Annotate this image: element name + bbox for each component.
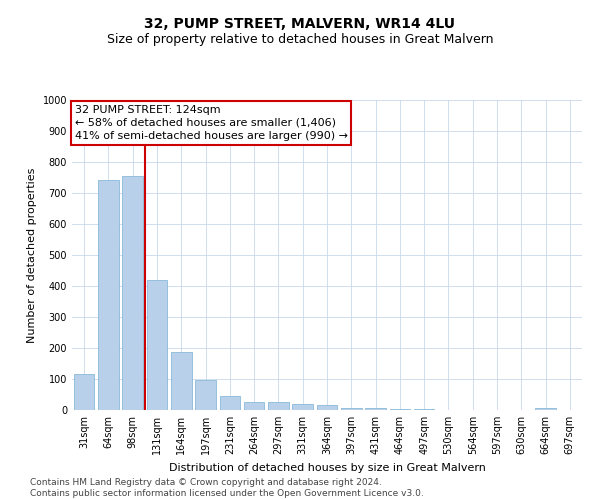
Bar — [244, 402, 265, 410]
Bar — [292, 404, 313, 410]
Bar — [195, 380, 216, 410]
Bar — [365, 408, 386, 410]
X-axis label: Distribution of detached houses by size in Great Malvern: Distribution of detached houses by size … — [169, 462, 485, 472]
Bar — [171, 352, 191, 410]
Y-axis label: Number of detached properties: Number of detached properties — [27, 168, 37, 342]
Bar — [317, 406, 337, 410]
Bar — [146, 280, 167, 410]
Bar — [220, 396, 240, 410]
Text: Size of property relative to detached houses in Great Malvern: Size of property relative to detached ho… — [107, 32, 493, 46]
Bar — [341, 408, 362, 410]
Bar — [268, 402, 289, 410]
Bar — [98, 180, 119, 410]
Bar — [389, 409, 410, 410]
Bar — [122, 176, 143, 410]
Bar — [535, 408, 556, 410]
Text: 32, PUMP STREET, MALVERN, WR14 4LU: 32, PUMP STREET, MALVERN, WR14 4LU — [145, 18, 455, 32]
Bar — [74, 374, 94, 410]
Text: 32 PUMP STREET: 124sqm
← 58% of detached houses are smaller (1,406)
41% of semi-: 32 PUMP STREET: 124sqm ← 58% of detached… — [74, 104, 347, 141]
Text: Contains HM Land Registry data © Crown copyright and database right 2024.
Contai: Contains HM Land Registry data © Crown c… — [30, 478, 424, 498]
